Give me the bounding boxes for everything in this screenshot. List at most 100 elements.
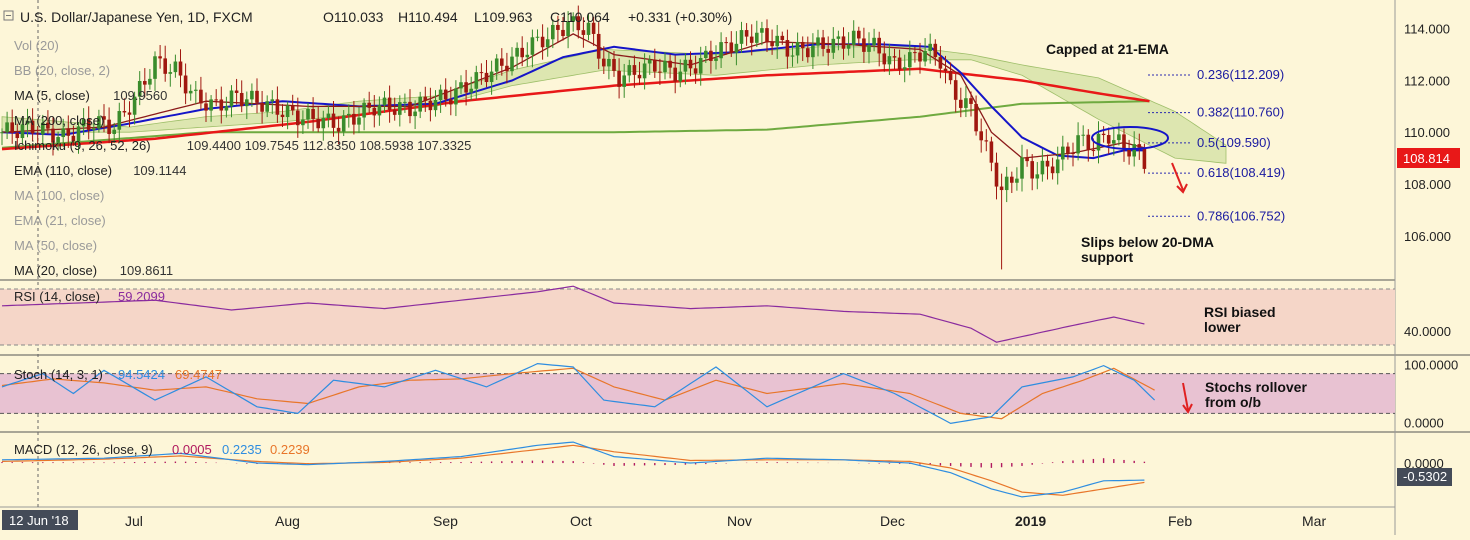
candle [545,27,550,57]
candle [158,44,162,69]
macd-line [1,441,1145,498]
symbol-title: U.S. Dollar/Japanese Yen, 1D, FXCM [20,9,253,25]
candle [964,86,968,118]
indicator-label[interactable]: MA (20, close) [14,263,97,278]
candle [602,46,606,74]
candle [296,97,300,138]
candle [306,103,310,129]
time-axis-tick: Jul [125,513,143,529]
candle [245,91,249,120]
annotation-slips-2: support [1081,249,1133,265]
indicator-label[interactable]: Ichimoku (9, 26, 52, 26) [14,138,151,153]
indicator-label[interactable]: MA (5, close) [14,88,90,103]
candle [734,31,739,66]
candle [41,114,45,147]
candle [1071,142,1075,167]
candle [1025,149,1029,167]
candle [510,47,514,76]
candle [112,122,116,144]
indicator-label[interactable]: MA (100, close) [14,188,104,203]
candle [714,45,718,70]
rsi-line [1,285,1145,343]
candle [755,20,759,47]
candle [892,48,897,70]
candle [663,52,667,80]
indicator-label[interactable]: EMA (110, close) [14,163,112,178]
indicator-label[interactable]: MA (200, close) [14,113,104,128]
candle [372,95,377,128]
candle [311,97,315,132]
candle [770,29,774,55]
candle [836,30,841,51]
svg-text:108.814: 108.814 [1403,151,1450,166]
candle [571,12,575,32]
candle [617,58,621,99]
annotation-stoch-2: from o/b [1205,394,1261,410]
candle [790,42,795,67]
candle [642,53,647,90]
candle [229,85,234,118]
candle [413,100,417,130]
ohlc-high: H110.494 [398,9,458,25]
candle [1101,126,1106,143]
ema21-line [1,33,1145,159]
cursor-date-label: 12 Jun '18 [2,510,78,530]
svg-text:0.0005: 0.0005 [172,442,212,457]
collapse-icon[interactable] [3,10,14,21]
candle [719,32,723,69]
time-axis-tick: Mar [1302,513,1326,529]
candle [918,42,922,74]
ohlc-close: C110.064 [550,9,610,25]
candle [408,89,412,124]
candle [729,31,734,57]
candle [683,53,688,85]
candle [76,121,81,154]
indicator-value: 109.8611 [120,263,173,278]
candle [811,33,815,69]
indicator-label[interactable]: BB (20, close, 2) [14,63,110,78]
candle [336,116,341,145]
annotation-rsi-2: lower [1204,319,1241,335]
candle [566,11,570,49]
time-axis-tick: Sep [433,513,458,529]
candle [749,24,754,56]
ohlc-open: O110.033 [323,9,384,25]
candle [173,54,178,78]
fib-level-label: 0.786(106.752) [1197,208,1285,223]
stoch-label: Stoch (14, 3, 1) 94.5424 69.4747 [14,367,222,382]
candle [51,117,55,156]
candle [831,27,836,59]
indicator-label[interactable]: Vol (20) [14,38,59,53]
svg-text:12 Jun '18: 12 Jun '18 [9,513,69,528]
candle [913,46,917,63]
candle [459,75,463,95]
candle [637,61,642,85]
annotation-rsi-1: RSI biased [1204,304,1276,320]
svg-text:Stoch (14, 3, 1): Stoch (14, 3, 1) [14,367,103,382]
candle [382,91,387,113]
candle [316,106,320,133]
indicator-legend: Vol (20) BB (20, close, 2) MA (5, close) 10… [14,38,471,278]
candle [1045,154,1050,180]
stoch-axis-tick: 0.0000 [1404,416,1444,431]
indicator-label[interactable]: MA (50, close) [14,238,97,253]
candle [270,90,275,115]
candle [71,125,76,146]
macd-label: MACD (12, 26, close, 9) 0.0005 0.2235 0.… [14,442,310,457]
svg-text:69.4747: 69.4747 [175,367,222,382]
candle [515,42,519,70]
candle [887,43,892,75]
candle [530,29,535,68]
candle [224,96,229,118]
fib-level-label: 0.618(108.419) [1197,165,1285,180]
indicator-label[interactable]: EMA (21, close) [14,213,106,228]
candle [92,119,96,143]
candle [143,68,147,98]
candle [132,91,137,125]
candle [959,87,963,118]
candle [163,45,167,82]
candle [1055,146,1060,185]
candle [556,15,560,43]
candle [479,63,484,85]
